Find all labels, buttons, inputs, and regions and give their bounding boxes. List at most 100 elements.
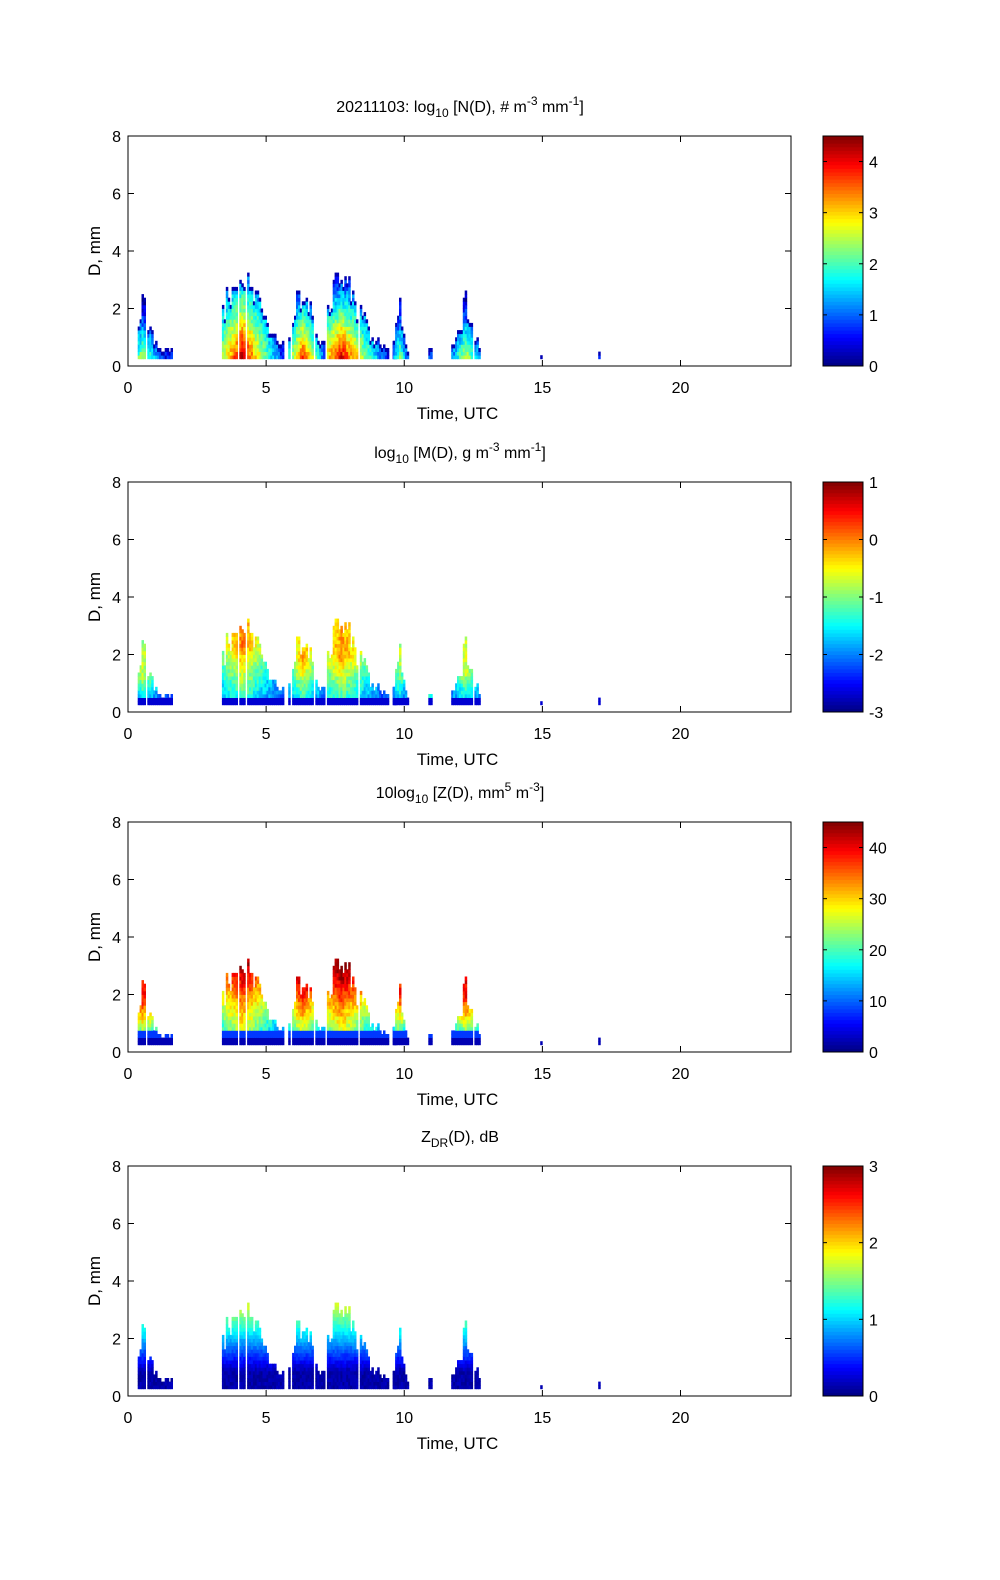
heatmap-cell (379, 697, 382, 702)
heatmap-cell (274, 1378, 277, 1382)
heatmap-cell (321, 697, 324, 702)
heatmap-cell (399, 1037, 402, 1042)
colorbar-segment (823, 499, 863, 505)
heatmap-cell (296, 351, 299, 356)
heatmap-cell (239, 994, 242, 999)
heatmap-cell (274, 1381, 277, 1386)
heatmap-cell (301, 665, 305, 670)
heatmap-cell (344, 1037, 347, 1042)
heatmap-cell (249, 1001, 252, 1006)
heatmap-cell (250, 636, 254, 641)
heatmap-cell (296, 312, 299, 317)
heatmap-cell (231, 1030, 235, 1035)
heatmap-cell (334, 629, 338, 634)
heatmap-cell (404, 694, 408, 698)
heatmap-cell (143, 1349, 146, 1354)
heatmap-cell (256, 654, 260, 659)
heatmap-cell (395, 683, 398, 688)
heatmap-cell (373, 1041, 376, 1046)
heatmap-cell (229, 1381, 233, 1386)
heatmap-cell (252, 683, 256, 688)
heatmap-cell (239, 1360, 242, 1365)
heatmap-cell (266, 1367, 269, 1372)
heatmap-cell (464, 312, 468, 317)
heatmap-cell (352, 665, 355, 670)
heatmap-cell (223, 355, 227, 360)
heatmap-cell (315, 344, 318, 349)
heatmap-cell (268, 683, 271, 688)
heatmap-cell (470, 1026, 474, 1031)
heatmap-cell (262, 322, 265, 327)
heatmap-cell (352, 355, 355, 360)
heatmap-cell (235, 640, 238, 645)
heatmap-cell (350, 1019, 353, 1024)
heatmap-cell (258, 661, 262, 666)
heatmap-cell (381, 351, 384, 356)
colorbar-segment (823, 240, 863, 245)
heatmap-cell (397, 672, 400, 677)
heatmap-cell (227, 1023, 231, 1028)
heatmap-cell (466, 676, 470, 681)
heatmap-cell (252, 330, 256, 335)
heatmap-cell (332, 1016, 336, 1021)
heatmap-cell (359, 1023, 363, 1028)
heatmap-cell (334, 697, 338, 702)
heatmap-cell (258, 1342, 262, 1347)
heatmap-cell (462, 654, 466, 659)
heatmap-cell (227, 1026, 231, 1031)
heatmap-cell (221, 1378, 225, 1382)
heatmap-cell (247, 315, 250, 320)
heatmap-cell (338, 686, 341, 691)
heatmap-cell (249, 308, 252, 313)
heatmap-cell (338, 643, 341, 648)
heatmap-cell (334, 1008, 338, 1013)
heatmap-cell (457, 330, 460, 335)
heatmap-cell (241, 661, 244, 666)
heatmap-cell (395, 344, 398, 349)
heatmap-cell (233, 701, 236, 706)
heatmap-cell (299, 337, 303, 342)
heatmap-cell (330, 683, 334, 688)
heatmap-cell (260, 683, 264, 688)
heatmap-cell (139, 676, 143, 681)
heatmap-cell (397, 694, 400, 698)
heatmap-cell (227, 1363, 231, 1368)
heatmap-cell (250, 1363, 254, 1368)
colorbar-segment (823, 672, 863, 677)
heatmap-cell (346, 348, 349, 352)
heatmap-cell (338, 690, 341, 695)
heatmap-cell (399, 1016, 402, 1021)
heatmap-cell (139, 330, 143, 335)
heatmap-cell (336, 694, 340, 698)
heatmap-cell (338, 658, 341, 663)
heatmap-cell (239, 640, 242, 645)
heatmap-cell (247, 625, 250, 630)
heatmap-cell (221, 694, 225, 698)
heatmap-cell (328, 1016, 332, 1021)
heatmap-cell (279, 1374, 283, 1379)
heatmap-cell (363, 337, 367, 342)
heatmap-cell (350, 676, 353, 681)
heatmap-cell (460, 330, 464, 335)
heatmap-cell (250, 1324, 254, 1329)
heatmap-cell (334, 965, 338, 970)
heatmap-cell (393, 686, 396, 691)
heatmap-cell (235, 690, 238, 695)
heatmap-cell (321, 340, 324, 345)
heatmap-cell (249, 348, 252, 352)
heatmap-cell (395, 690, 398, 695)
heatmap-cell (281, 1385, 285, 1390)
heatmap-cell (243, 976, 246, 981)
heatmap-cell (272, 1363, 275, 1368)
heatmap-cell (344, 668, 347, 673)
heatmap-cell (363, 998, 367, 1003)
heatmap-cell (307, 355, 311, 360)
heatmap-cell (457, 679, 460, 684)
heatmap-cell (247, 980, 250, 985)
heatmap-cell (348, 650, 351, 655)
x-tick-label: 10 (395, 380, 413, 397)
heatmap-cell (400, 1012, 404, 1017)
colorbar-segment (823, 161, 863, 166)
heatmap-cell (247, 351, 250, 356)
heatmap-cell (296, 658, 299, 663)
